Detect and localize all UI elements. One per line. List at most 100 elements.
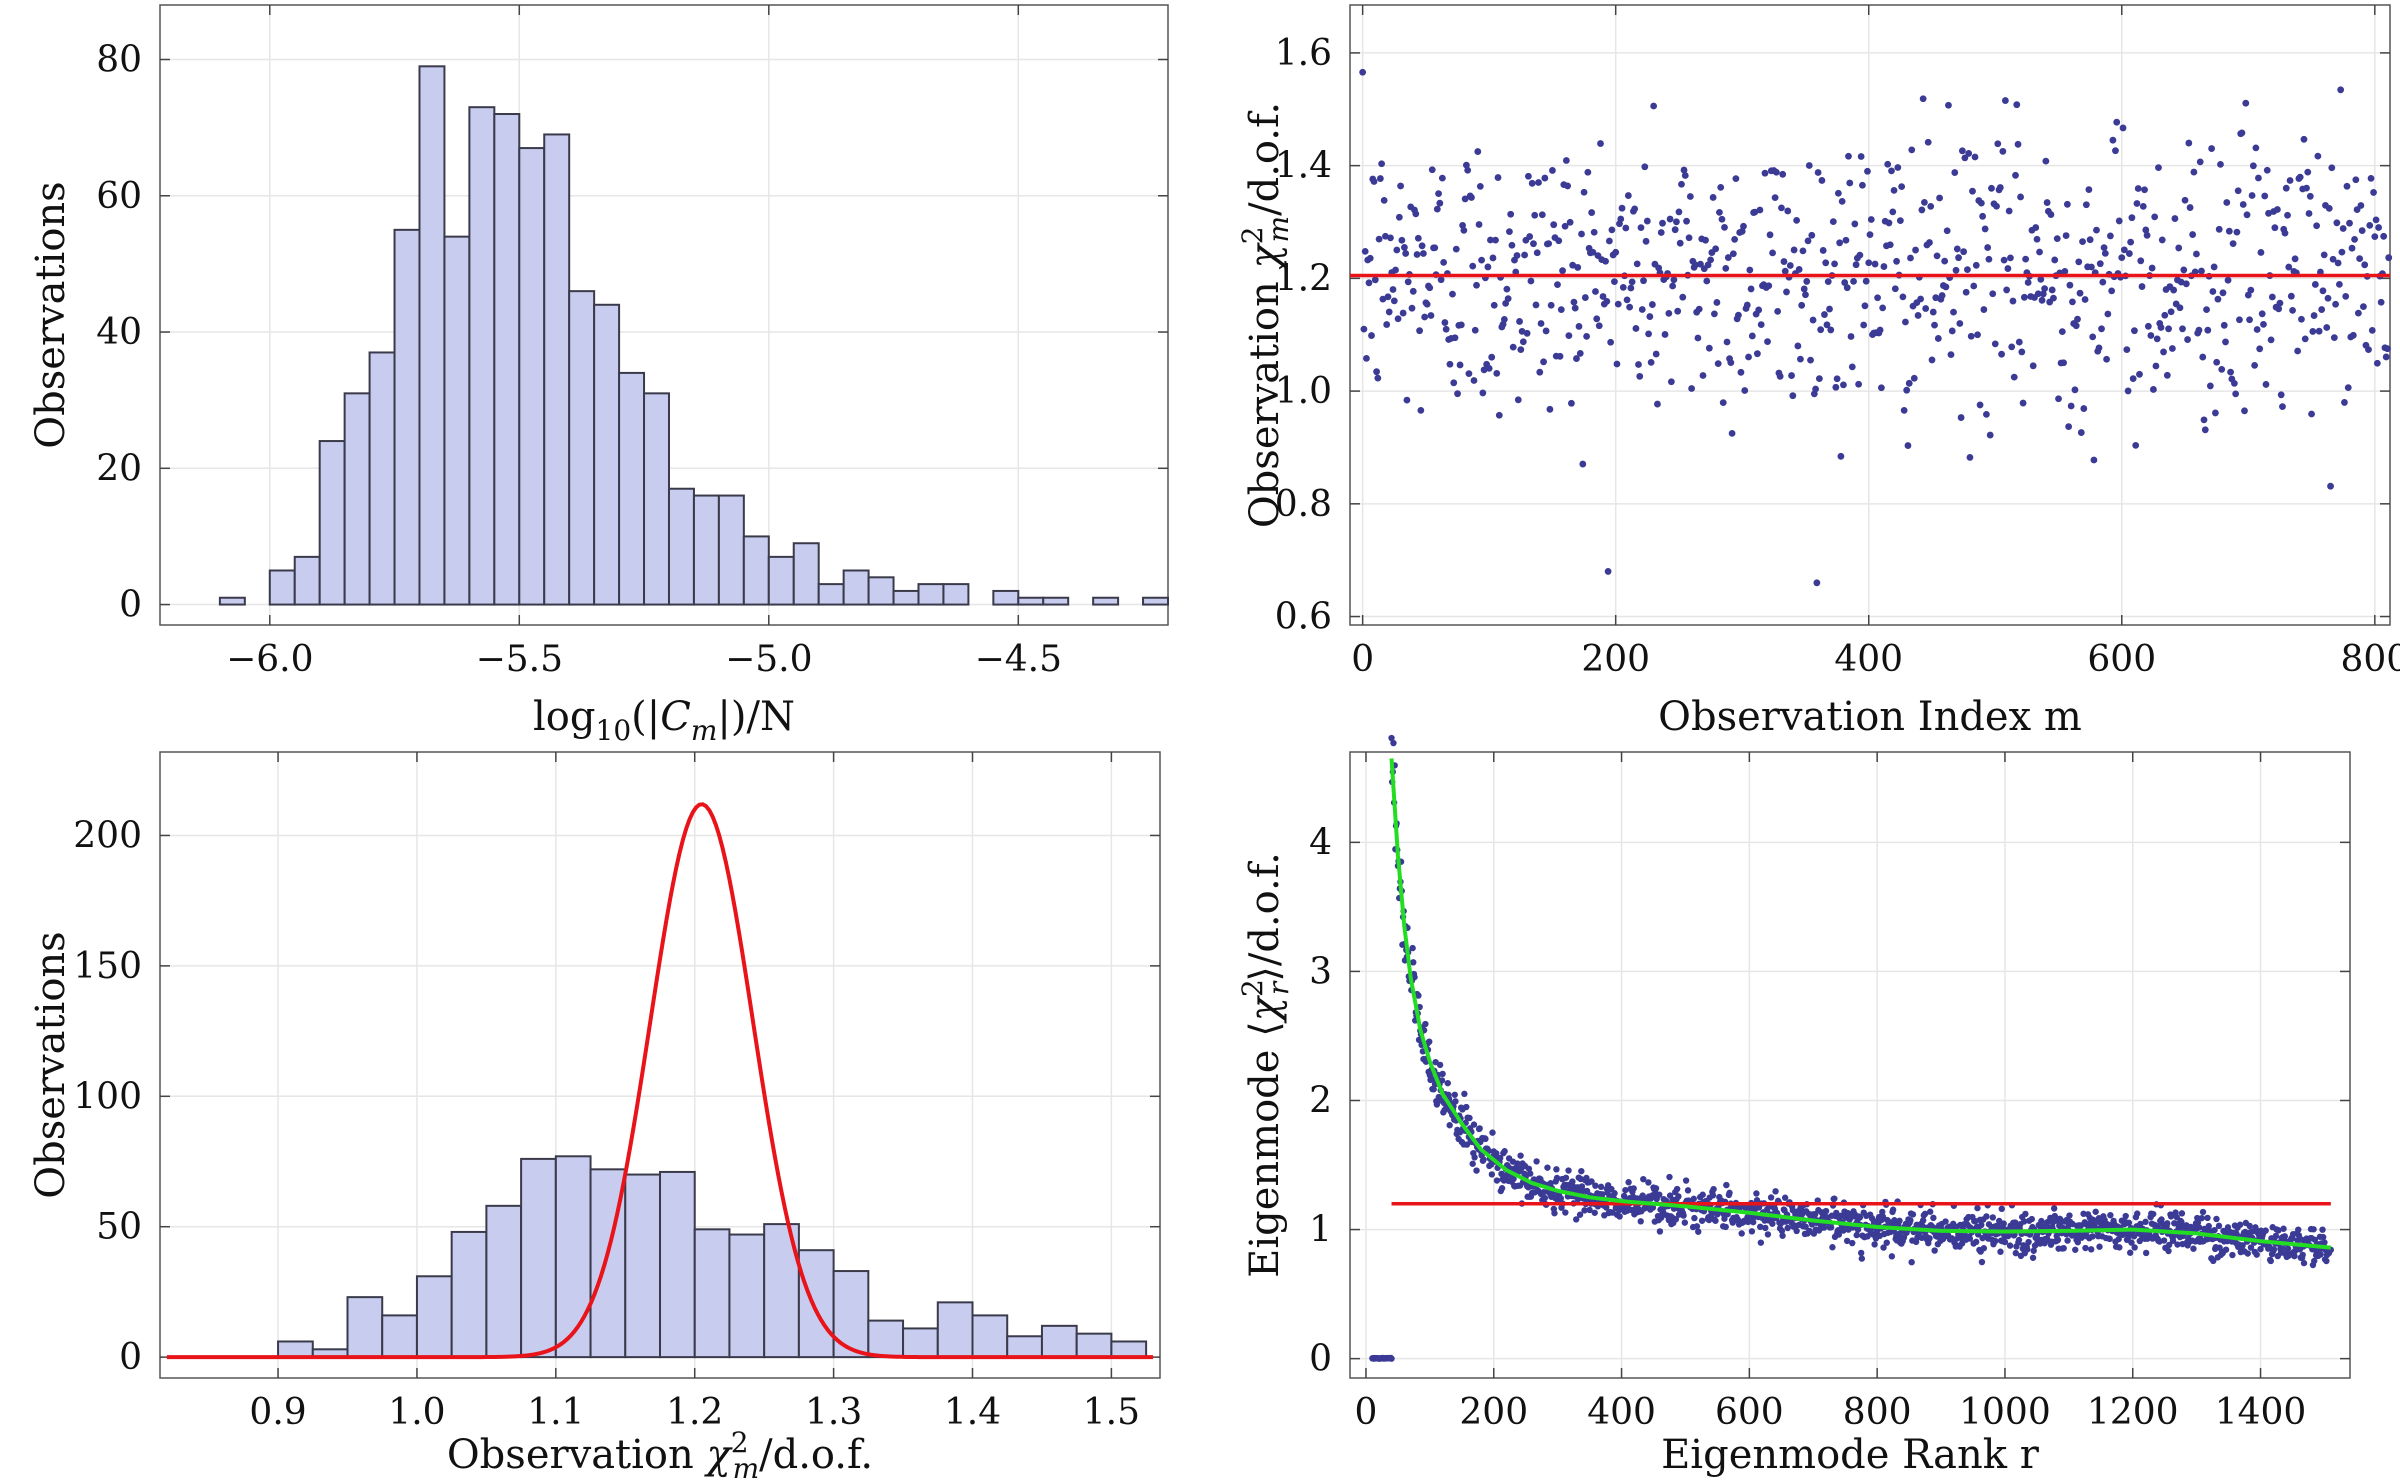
data-point [1985,255,1993,263]
data-point [2308,410,2315,418]
data-point [1924,138,1932,146]
data-point [1807,356,1814,364]
data-point [1753,350,1761,358]
data-point [1918,206,1926,214]
data-point [1626,303,1634,311]
histogram-bar [667,487,695,606]
data-point [1819,247,1827,254]
data-point [1493,1177,1501,1184]
data-point [2215,1222,2223,1230]
data-point [1667,378,1675,386]
data-point [1681,1219,1689,1226]
x-tick-label: 1.3 [805,1392,862,1433]
observation-chi2-scatter-chart: 0 200 400 600 800 0.6 0.8 1.0 1.2 1.4 1.6 Observati… [1236,4,2400,740]
data-point [1876,326,1884,334]
data-point [2158,236,2166,244]
data-point [1473,1167,1480,1174]
data-point [1962,288,1970,296]
data-point [2093,226,2100,234]
x-tick-label: 1.4 [944,1392,1001,1433]
data-point [1877,384,1885,392]
data-point [1779,170,1787,178]
data-point [2247,286,2255,294]
data-point [1680,166,1688,174]
y-tick-label: 0.6 [1275,597,1332,638]
data-point [1817,326,1825,334]
histogram-bar [520,1157,557,1359]
data-point [1533,1158,1540,1165]
data-point [2323,324,2331,331]
data-point [1470,377,1478,384]
data-point [1912,246,1919,254]
data-point [1473,281,1480,289]
data-point [2029,362,2037,370]
data-point [2113,118,2121,126]
data-point [1836,239,1844,247]
data-point [1889,208,1897,216]
data-point [1452,245,1460,253]
data-point [1813,579,1821,587]
data-point [2222,1246,2230,1253]
data-point [2022,255,2030,263]
data-point [1703,277,1711,285]
data-point [2354,309,2362,317]
data-point [2123,346,2131,354]
data-point [2367,174,2375,182]
data-point [1478,256,1485,264]
data-point [1659,219,1666,227]
data-point [1767,1194,1775,1201]
axis-label-prefix: Observation [1242,269,1288,529]
data-point [1747,285,1755,293]
data-point [2295,1226,2302,1233]
data-point [1457,321,1465,329]
data-point [2257,1245,2264,1253]
data-point [1410,959,1417,966]
histogram-bar [593,303,621,606]
data-point [2238,129,2246,137]
data-point [1574,1195,1582,1203]
data-point [2263,166,2271,174]
histogram-bar [293,555,321,606]
data-point [1761,169,1769,177]
data-point [1413,251,1421,258]
data-point [1572,1216,1580,1223]
data-point [1512,268,1520,276]
data-point [2048,286,2056,294]
axis-label-open: (| [631,694,660,740]
data-point [2085,186,2093,193]
data-point [1641,163,1649,171]
data-point [2201,426,2209,434]
data-point [1494,174,1502,181]
data-point [2047,211,2055,218]
data-point [1693,1223,1701,1230]
data-point [1843,284,1851,292]
data-point [2204,1214,2211,1222]
data-point [1851,220,1859,228]
data-point [1363,354,1370,362]
data-point [1496,1154,1504,1162]
data-point [2267,1257,2274,1265]
data-point [1814,169,1822,176]
x-tick-label: 1.1 [527,1392,584,1433]
data-point [1488,1171,1496,1178]
data-point [1532,301,1540,309]
data-point [2253,1251,2260,1258]
data-point [2366,221,2374,229]
data-point [1797,355,1804,363]
data-point [2020,1218,2028,1225]
data-point [2174,1241,2181,1248]
data-point [1772,168,1780,176]
data-point [1385,308,1393,316]
data-point [2072,322,2080,330]
data-point [2071,386,2079,394]
data-point [1569,261,1577,269]
y-tick-label: 40 [96,312,142,353]
x-tick-label: 1.2 [666,1392,723,1433]
data-point [2095,344,2103,352]
data-point [1538,211,1546,219]
data-point [2139,202,2147,210]
data-point [1666,215,1674,223]
data-point [1423,300,1431,308]
data-point [2050,294,2057,302]
data-point [2167,308,2175,316]
